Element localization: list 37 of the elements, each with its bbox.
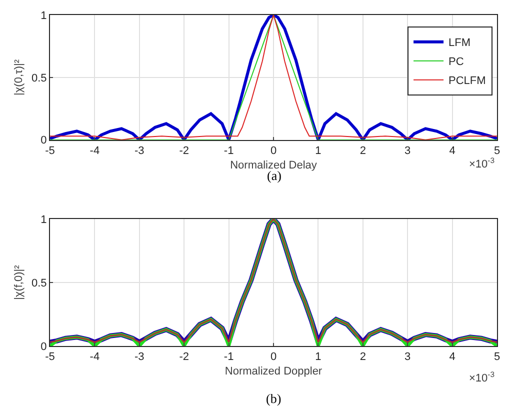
x-tick-label: -1 [224,145,234,158]
x-tick-label: 2 [360,351,366,364]
x-tick-label: 0 [270,351,277,364]
x-tick-label: 5 [494,351,500,364]
x-tick-label: -2 [179,145,189,158]
legend-label: PC [448,56,464,68]
legend-label: PCLFM [448,75,486,88]
x-tick-label: -5 [45,145,55,158]
x-tick-label: 3 [404,351,411,364]
y-tick-label: 0.5 [32,72,47,84]
x-tick-label: 0 [270,145,277,158]
x-axis-title: Normalized Doppler [224,365,322,378]
x-tick-label: -3 [134,145,144,158]
y-tick-label: 0 [40,340,47,353]
y-tick-label: 1 [40,10,47,22]
x-tick-label: -3 [134,351,144,364]
x-tick-label: 2 [360,145,366,158]
x-tick-label: 1 [315,351,322,364]
legend-label: LFM [448,37,471,50]
x-tick-label: 3 [404,145,411,158]
x-tick-label: -4 [90,351,100,364]
text: (b) [266,391,282,406]
x-tick-label: 5 [494,145,500,158]
y-axis-title: |χ(0,τ)|² [13,59,26,96]
text: ×10$^{-3}$ [469,370,495,385]
x-tick-label: -2 [179,351,189,364]
y-tick-label: 0.5 [32,277,47,290]
x-tick-label: -1 [224,351,234,364]
x-tick-label: -4 [90,145,100,158]
y-tick-label: 0 [40,134,47,147]
x-tick-label: -5 [45,351,55,364]
x-tick-label: 1 [315,145,322,158]
x-tick-label: 4 [449,145,456,158]
y-axis-title: |χ(f,0)|² [13,264,26,300]
x-tick-label: 4 [449,351,456,364]
y-tick-label: 1 [40,214,47,226]
text: ×10$^{-3}$ [469,156,495,171]
